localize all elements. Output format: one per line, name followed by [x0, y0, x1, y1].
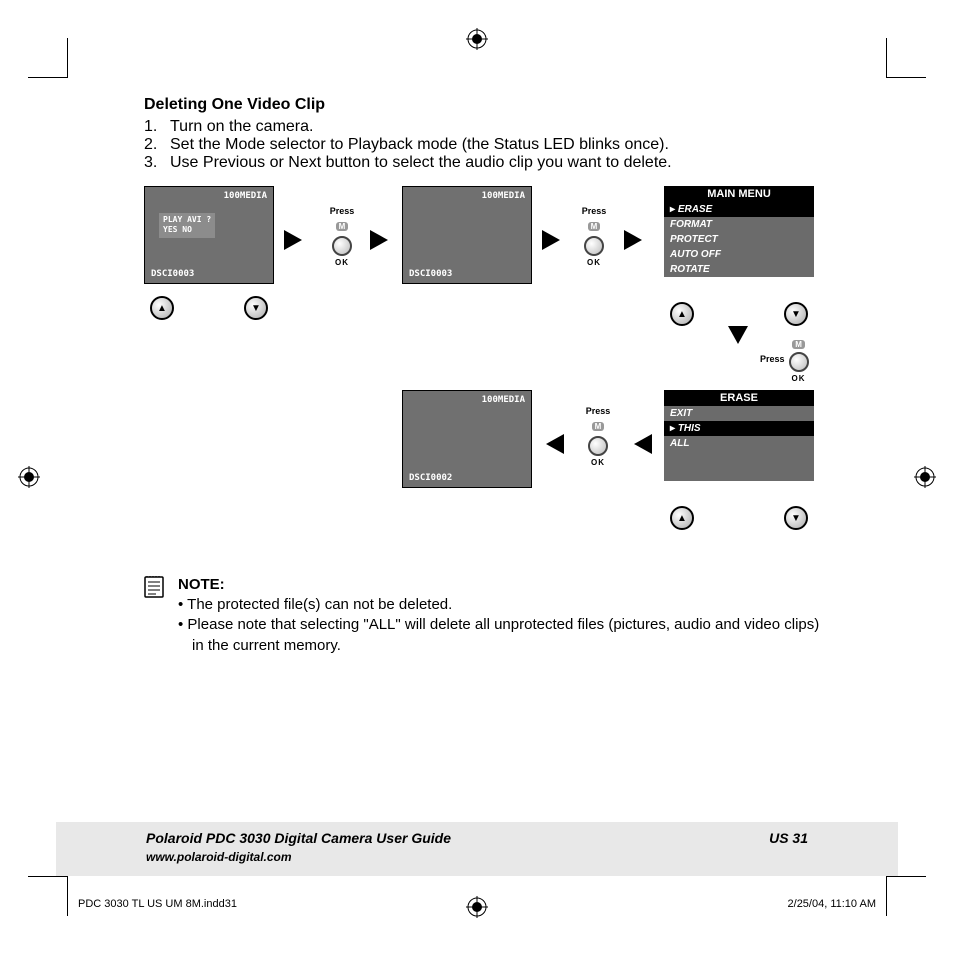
ok-label: OK — [789, 374, 809, 383]
prompt-line: PLAY AVI ? — [163, 215, 211, 225]
note-bullet: The protected file(s) can not be deleted… — [178, 595, 824, 615]
mode-badge: M — [592, 422, 605, 431]
note-title: NOTE: — [178, 576, 824, 593]
down-button[interactable]: ▼ — [244, 296, 268, 320]
menu-item-erase[interactable]: ERASE — [664, 202, 814, 217]
arrow-icon — [546, 434, 564, 454]
crop-mark — [28, 876, 68, 916]
registration-mark — [18, 466, 40, 488]
ok-button[interactable] — [588, 436, 608, 456]
note-bullet: Please note that selecting "ALL" will de… — [178, 615, 824, 656]
arrow-icon — [370, 230, 388, 250]
press-label: Press — [322, 206, 362, 216]
main-menu-screen: MAIN MENU ERASE FORMAT PROTECT AUTO OFF … — [664, 186, 814, 277]
step-item: 2.Set the Mode selector to Playback mode… — [144, 136, 824, 154]
press-label: Press — [760, 354, 785, 364]
timestamp: 2/25/04, 11:10 AM — [788, 898, 876, 910]
erase-menu-screen: ERASE EXIT THIS ALL — [664, 390, 814, 481]
press-ok-block: Press M OK — [322, 206, 362, 267]
filename-label: DSCI0003 — [151, 269, 194, 279]
guide-title: Polaroid PDC 3030 Digital Camera User Gu… — [146, 830, 451, 846]
press-ok-block: Press M OK — [574, 206, 614, 267]
mode-badge: M — [336, 222, 349, 231]
press-label: Press — [574, 206, 614, 216]
arrow-icon — [542, 230, 560, 250]
crop-mark — [28, 38, 68, 78]
mode-badge: M — [792, 340, 805, 349]
press-ok-block: Press M OK — [760, 334, 830, 383]
camera-screen-3: 100MEDIA DSCI0002 — [402, 390, 532, 488]
press-label: Press — [578, 406, 618, 416]
source-file: PDC 3030 TL US UM 8M.indd31 — [78, 898, 237, 910]
menu-item-format[interactable]: FORMAT — [664, 217, 814, 232]
ok-label: OK — [574, 258, 614, 267]
prompt-options: YES NO — [163, 225, 211, 235]
camera-screen-1: 100MEDIA PLAY AVI ? YES NO DSCI0003 — [144, 186, 274, 284]
folder-label: 100MEDIA — [409, 191, 525, 201]
imprint-line: PDC 3030 TL US UM 8M.indd31 2/25/04, 11:… — [78, 898, 876, 910]
page-number: US 31 — [769, 830, 808, 846]
camera-screen-2: 100MEDIA DSCI0003 — [402, 186, 532, 284]
note-icon — [144, 576, 164, 598]
registration-mark — [466, 28, 488, 50]
flow-diagram: 100MEDIA PLAY AVI ? YES NO DSCI0003 ▲ ▼ … — [144, 186, 824, 566]
menu-item-auto-off[interactable]: AUTO OFF — [664, 247, 814, 262]
up-button[interactable]: ▲ — [670, 506, 694, 530]
up-button[interactable]: ▲ — [670, 302, 694, 326]
arrow-icon — [624, 230, 642, 250]
arrow-icon — [634, 434, 652, 454]
menu-item-protect[interactable]: PROTECT — [664, 232, 814, 247]
step-item: 3.Use Previous or Next button to select … — [144, 154, 824, 172]
ok-button[interactable] — [332, 236, 352, 256]
note-section: NOTE: The protected file(s) can not be d… — [144, 576, 824, 656]
section-heading: Deleting One Video Clip — [144, 96, 824, 114]
down-button[interactable]: ▼ — [784, 506, 808, 530]
menu-item-this[interactable]: THIS — [664, 421, 814, 436]
guide-url: www.polaroid-digital.com — [146, 850, 451, 864]
steps-list: 1.Turn on the camera. 2.Set the Mode sel… — [144, 118, 824, 172]
ok-button[interactable] — [789, 352, 809, 372]
registration-mark — [914, 466, 936, 488]
crop-mark — [886, 38, 926, 78]
filename-label: DSCI0003 — [409, 269, 452, 279]
ok-label: OK — [578, 458, 618, 467]
mode-badge: M — [588, 222, 601, 231]
step-item: 1.Turn on the camera. — [144, 118, 824, 136]
menu-item-exit[interactable]: EXIT — [664, 406, 814, 421]
folder-label: 100MEDIA — [409, 395, 525, 405]
play-prompt: PLAY AVI ? YES NO — [159, 213, 215, 238]
footer-bar: Polaroid PDC 3030 Digital Camera User Gu… — [56, 822, 898, 876]
content-area: Deleting One Video Clip 1.Turn on the ca… — [144, 96, 824, 656]
down-button[interactable]: ▼ — [784, 302, 808, 326]
up-button[interactable]: ▲ — [150, 296, 174, 320]
ok-button[interactable] — [584, 236, 604, 256]
menu-item-rotate[interactable]: ROTATE — [664, 262, 814, 277]
crop-mark — [886, 876, 926, 916]
folder-label: 100MEDIA — [151, 191, 267, 201]
menu-item-all[interactable]: ALL — [664, 436, 814, 451]
ok-label: OK — [322, 258, 362, 267]
arrow-icon — [284, 230, 302, 250]
filename-label: DSCI0002 — [409, 473, 452, 483]
press-ok-block: Press M OK — [578, 406, 618, 467]
menu-header: ERASE — [664, 390, 814, 406]
menu-header: MAIN MENU — [664, 186, 814, 202]
arrow-icon — [728, 326, 748, 344]
